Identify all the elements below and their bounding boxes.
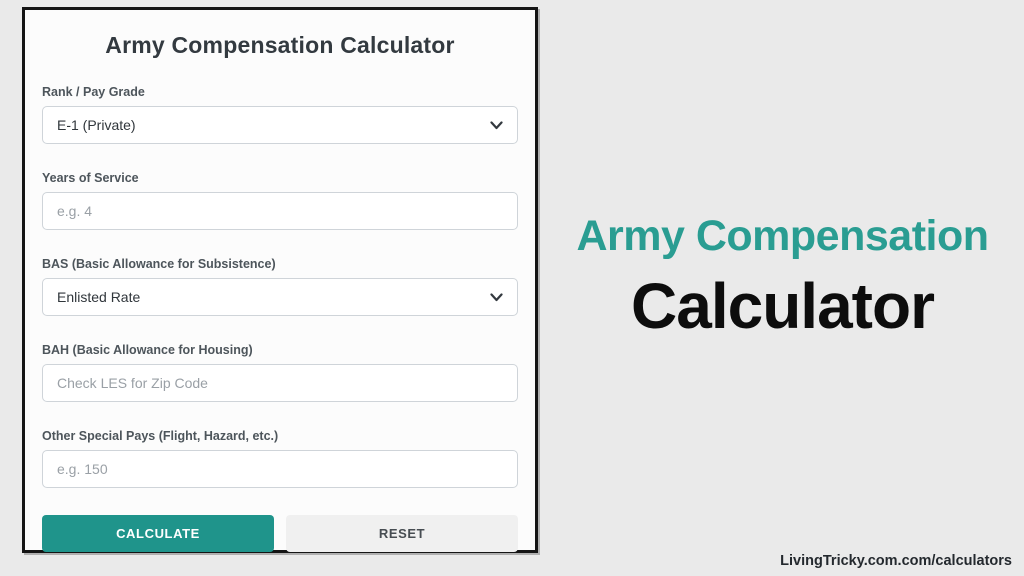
field-group-bas: BAS (Basic Allowance for Subsistence) En… <box>42 257 518 316</box>
promo-panel: Army Compensation Calculator LivingTrick… <box>541 0 1024 576</box>
bas-selected-value: Enlisted Rate <box>57 289 141 305</box>
army-compensation-calculator-card: Army Compensation Calculator Rank / Pay … <box>22 7 538 553</box>
reset-button[interactable]: RESET <box>286 515 518 552</box>
bas-select[interactable]: Enlisted Rate <box>42 278 518 316</box>
years-of-service-label: Years of Service <box>42 171 139 185</box>
field-group-years-of-service: Years of Service <box>42 171 518 230</box>
bah-input[interactable] <box>42 364 518 402</box>
other-special-pays-input[interactable] <box>42 450 518 488</box>
promo-title-line2: Calculator <box>631 270 935 342</box>
rank-pay-grade-label: Rank / Pay Grade <box>42 85 145 99</box>
rank-pay-grade-select[interactable]: E-1 (Private) <box>42 106 518 144</box>
site-url: LivingTricky.com.com/calculators <box>780 553 1012 569</box>
years-of-service-input[interactable] <box>42 192 518 230</box>
button-row: CALCULATE RESET <box>42 515 518 552</box>
calculate-button[interactable]: CALCULATE <box>42 515 274 552</box>
rank-pay-grade-selected-value: E-1 (Private) <box>57 117 136 133</box>
card-title: Army Compensation Calculator <box>105 32 455 58</box>
chevron-down-icon <box>490 120 503 129</box>
other-special-pays-label: Other Special Pays (Flight, Hazard, etc.… <box>42 429 279 443</box>
field-group-bah: BAH (Basic Allowance for Housing) <box>42 343 518 402</box>
bas-label: BAS (Basic Allowance for Subsistence) <box>42 257 276 271</box>
promo-title-block: Army Compensation Calculator <box>541 212 1024 343</box>
bah-label: BAH (Basic Allowance for Housing) <box>42 343 253 357</box>
chevron-down-icon <box>490 292 503 301</box>
field-group-rank: Rank / Pay Grade E-1 (Private) <box>42 85 518 144</box>
promo-title-line1: Army Compensation <box>576 212 989 260</box>
field-group-other-special-pays: Other Special Pays (Flight, Hazard, etc.… <box>42 429 518 488</box>
